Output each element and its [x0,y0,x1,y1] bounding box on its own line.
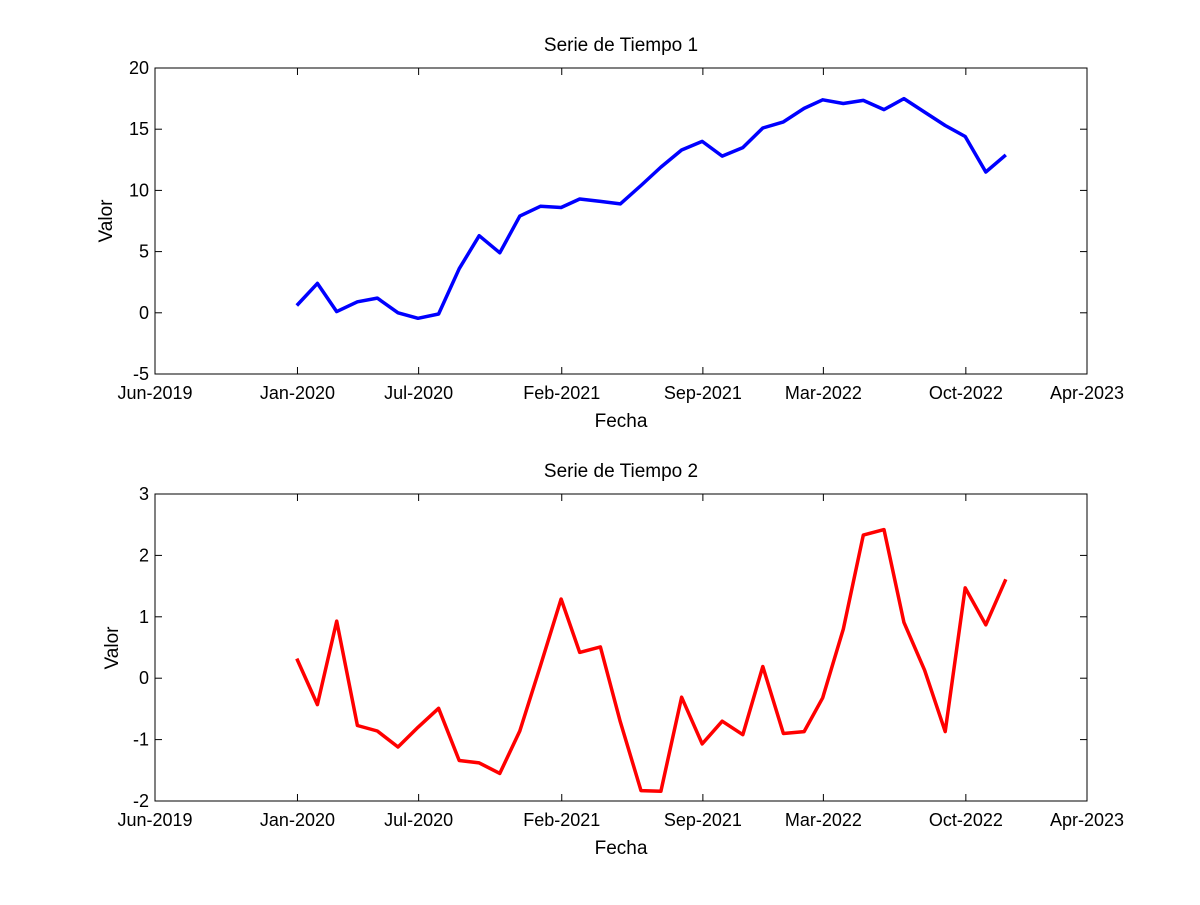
y-tick-label-bottom: 2 [139,545,149,565]
series-group-bottom [295,527,1008,793]
x-tick-label-bottom: Jun-2019 [117,810,192,830]
x-tick-label-bottom: Mar-2022 [785,810,862,830]
subplot-bottom: Serie de Tiempo 2 Fecha Valor Jun-2019 Ja… [102,461,1124,859]
plot-area-top [154,67,1088,375]
y-tick-label-top: 10 [129,180,149,200]
y-tick-label-top: 20 [129,58,149,78]
series-line-top-0 [295,96,1007,321]
x-axis-label-bottom: Fecha [595,838,648,859]
chart-title-top: Serie de Tiempo 1 [544,35,698,56]
x-tick-label-top: Jan-2020 [260,383,335,403]
x-axis-label-top: Fecha [595,411,648,432]
plot-area-bottom [154,493,1088,802]
subplot-top: Serie de Tiempo 1 Fecha Valor Jun-2019 Ja… [96,35,1124,432]
x-tick-label-bottom: Sep-2021 [664,810,742,830]
chart-title-bottom: Serie de Tiempo 2 [544,461,698,482]
y-tick-label-bottom: -2 [133,791,149,811]
y-tick-label-top: 5 [139,242,149,262]
y-tick-label-top: 0 [139,303,149,323]
y-tick-label-top: -5 [133,364,149,384]
x-tick-label-bottom: Jan-2020 [260,810,335,830]
x-tick-label-bottom: Jul-2020 [384,810,453,830]
x-tick-label-top: Mar-2022 [785,383,862,403]
y-tick-label-bottom: 0 [139,668,149,688]
x-tick-label-top: Jun-2019 [117,383,192,403]
y-tick-label-bottom: 1 [139,607,149,627]
x-tick-label-top: Oct-2022 [929,383,1003,403]
x-tick-label-bottom: Apr-2023 [1050,810,1124,830]
axis-ticks-top: Jun-2019 Jan-2020 Jul-2020 Feb-2021 Sep-2021… [117,58,1124,403]
y-axis-label-bottom: Valor [102,626,123,670]
y-tick-label-top: 15 [129,119,149,139]
series-line-bottom-0 [295,527,1008,793]
y-tick-label-bottom: -1 [133,730,149,750]
axis-ticks-bottom: Jun-2019 Jan-2020 Jul-2020 Feb-2021 Sep-2021… [117,484,1124,830]
x-tick-label-bottom: Oct-2022 [929,810,1003,830]
y-axis-label-top: Valor [96,199,117,243]
x-tick-label-top: Sep-2021 [664,383,742,403]
x-tick-label-top: Feb-2021 [523,383,600,403]
x-tick-label-top: Apr-2023 [1050,383,1124,403]
y-tick-label-bottom: 3 [139,484,149,504]
x-tick-label-bottom: Feb-2021 [523,810,600,830]
series-group-top [295,96,1007,321]
x-tick-label-top: Jul-2020 [384,383,453,403]
